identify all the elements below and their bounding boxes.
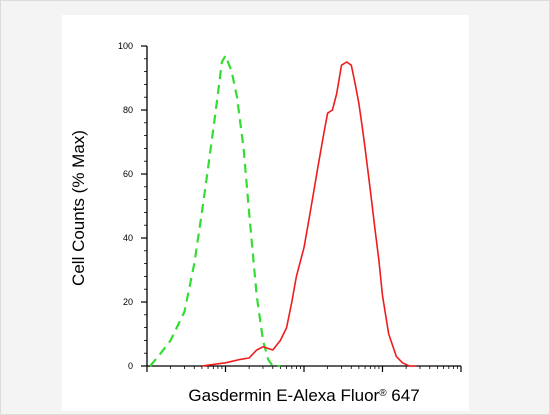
x-axis-title-registered: ® xyxy=(379,388,387,399)
x-axis-title: Gasdermin E-Alexa Fluor® 647 xyxy=(188,386,419,405)
y-tick-label: 60 xyxy=(123,169,133,179)
y-tick-label: 40 xyxy=(123,233,133,243)
control-histogram-line xyxy=(149,54,281,368)
histogram-chart: 0 20 40 60 80 100 Cell Counts (% Max) Gasderm… xyxy=(69,41,462,405)
series-layer xyxy=(149,54,417,368)
x-ticks xyxy=(146,366,462,372)
y-tick-label: 100 xyxy=(118,41,133,51)
y-tick-label: 20 xyxy=(123,297,133,307)
y-axis-title: Cell Counts (% Max) xyxy=(69,130,88,286)
y-ticks: 0 20 40 60 80 100 xyxy=(118,41,147,371)
x-axis-title-main: Gasdermin E-Alexa Fluor xyxy=(188,386,379,405)
y-tick-label: 80 xyxy=(123,105,133,115)
y-tick-label: 0 xyxy=(128,361,133,371)
axes xyxy=(146,46,461,367)
x-axis-title-suffix: 647 xyxy=(387,386,420,405)
sample-histogram-line xyxy=(201,61,417,367)
chart-panel: 0 20 40 60 80 100 Cell Counts (% Max) Gasderm… xyxy=(62,15,469,411)
